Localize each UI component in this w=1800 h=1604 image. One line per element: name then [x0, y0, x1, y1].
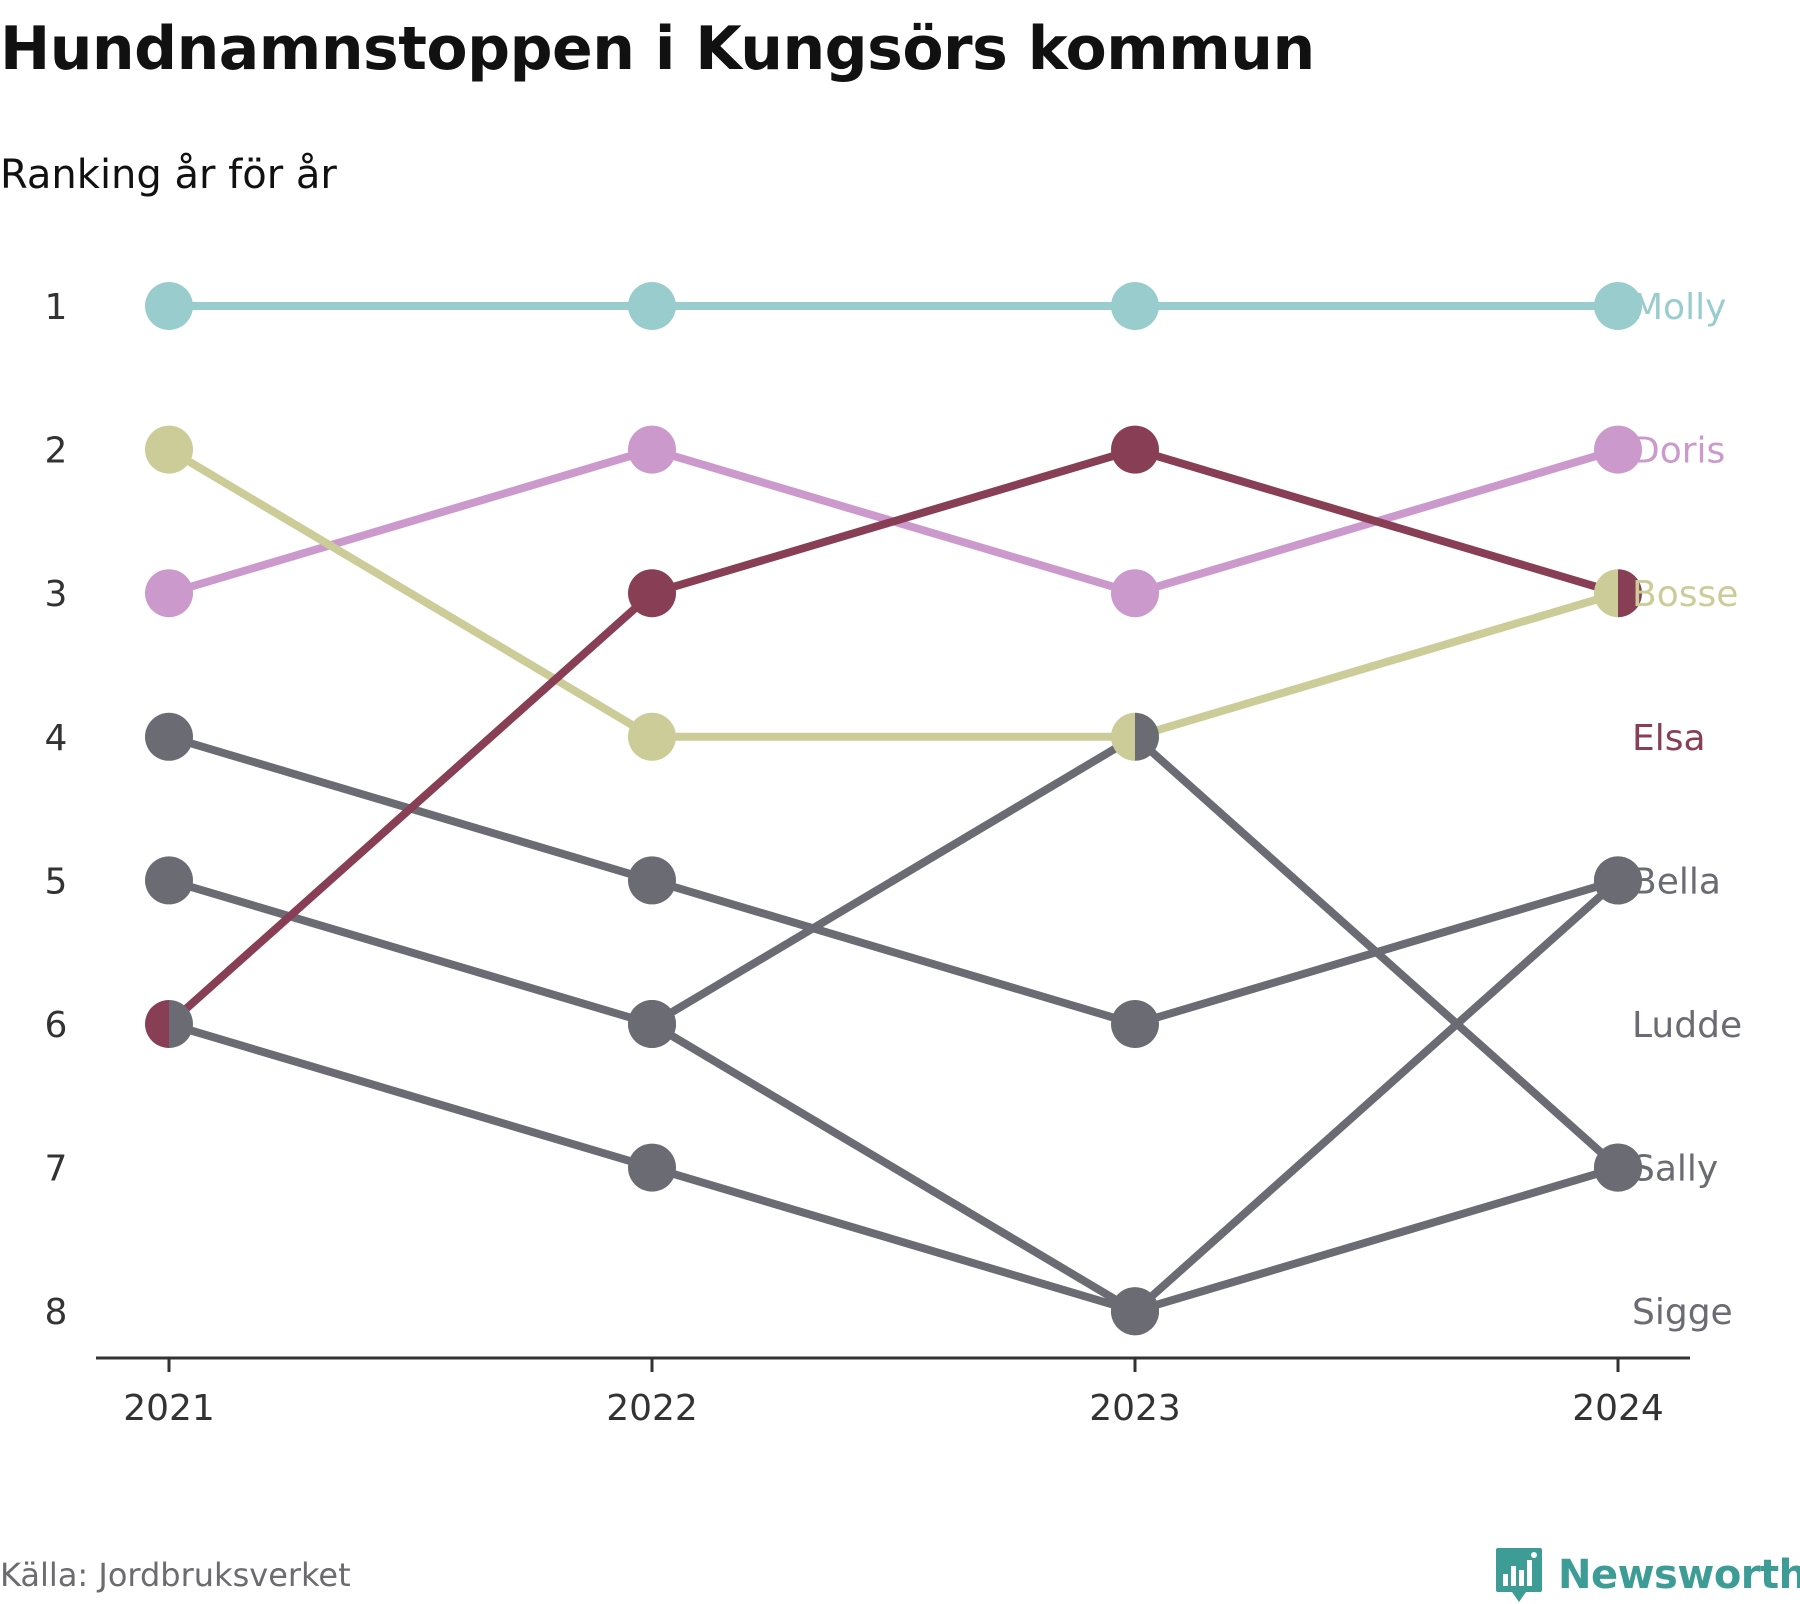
point-molly-2021	[145, 282, 193, 330]
y-tick-label: 1	[45, 287, 68, 328]
end-label-molly: Molly	[1632, 287, 1726, 328]
point-ludde-2023	[1111, 1000, 1159, 1048]
chart-subtitle: Ranking år för år	[0, 152, 337, 198]
series-line-bella	[165, 876, 1622, 1316]
x-tick-label: 2023	[1089, 1388, 1181, 1429]
point-molly-2024	[1594, 282, 1642, 330]
series-line-sigge	[648, 732, 1622, 1172]
point-bella-2021	[145, 856, 193, 905]
series-lines	[165, 302, 1622, 1316]
point-elsa-sally-2021-left	[145, 1000, 169, 1048]
series-line-bosse	[165, 445, 1622, 741]
series-line-sally	[165, 1020, 1622, 1316]
point-bosse-elsa-2024-left	[1594, 569, 1618, 618]
brand-logo[interactable]: Newsworthy	[1494, 1546, 1800, 1604]
y-tick-label: 3	[45, 574, 68, 615]
point-bosse-elsa-2024-right	[1618, 569, 1643, 618]
y-tick-label: 5	[45, 861, 68, 902]
y-tick-label: 4	[45, 718, 68, 759]
source-note: Källa: Jordbruksverket	[0, 1556, 351, 1594]
point-bosse-2021	[145, 425, 193, 474]
point-elsa-sally-2021-right	[169, 1000, 193, 1048]
point-molly-2023	[1111, 282, 1159, 330]
y-tick-label: 2	[45, 431, 68, 472]
end-label-elsa: Elsa	[1632, 718, 1706, 759]
y-tick-label: 7	[45, 1149, 68, 1190]
x-tick-label: 2024	[1572, 1388, 1664, 1429]
point-sally-2022	[628, 1143, 676, 1192]
point-bosse-2022	[628, 712, 676, 761]
point-ludde-2022	[628, 856, 676, 905]
point-elsa-2022	[628, 569, 676, 618]
series-dots	[145, 282, 1643, 1336]
point-bosse-sigge-2023-left	[1111, 712, 1135, 761]
point-ludde-2024	[1594, 856, 1642, 905]
point-elsa-2023	[1111, 425, 1159, 474]
end-label-sigge: Sigge	[1632, 1292, 1733, 1333]
series-line-elsa	[165, 445, 1622, 1028]
end-labels: Molly Doris Bosse Elsa Bella Ludde Sally Sigge	[1632, 287, 1742, 1333]
end-label-ludde: Ludde	[1632, 1005, 1742, 1046]
point-doris-2024	[1594, 425, 1642, 474]
point-molly-2022	[628, 282, 676, 330]
point-doris-2023	[1111, 569, 1159, 618]
newsworthy-logo-icon	[1496, 1548, 1542, 1602]
point-bosse-sigge-2023-right	[1135, 712, 1159, 761]
end-label-bella: Bella	[1632, 861, 1721, 902]
chart-title: Hundnamnstoppen i Kungsörs kommun	[0, 14, 1315, 84]
point-sally-2023	[1111, 1287, 1159, 1336]
x-tick-label: 2021	[123, 1388, 215, 1429]
y-axis: 1 2 3 4 5 6 7 8	[45, 287, 68, 1333]
y-tick-label: 6	[45, 1005, 68, 1046]
point-doris-2022	[628, 425, 676, 474]
point-doris-2021	[145, 569, 193, 618]
point-sigge-2022	[628, 1000, 676, 1048]
point-ludde-2021	[145, 712, 193, 761]
brand-name: Newsworthy	[1558, 1552, 1800, 1598]
end-label-sally: Sally	[1632, 1149, 1718, 1190]
x-tick-label: 2022	[606, 1388, 698, 1429]
end-label-bosse: Bosse	[1632, 574, 1738, 615]
y-tick-label: 8	[45, 1292, 68, 1333]
point-sigge-2024	[1594, 1143, 1642, 1192]
x-axis: 2021 2022 2023 2024	[96, 1356, 1690, 1429]
end-label-doris: Doris	[1632, 431, 1725, 472]
